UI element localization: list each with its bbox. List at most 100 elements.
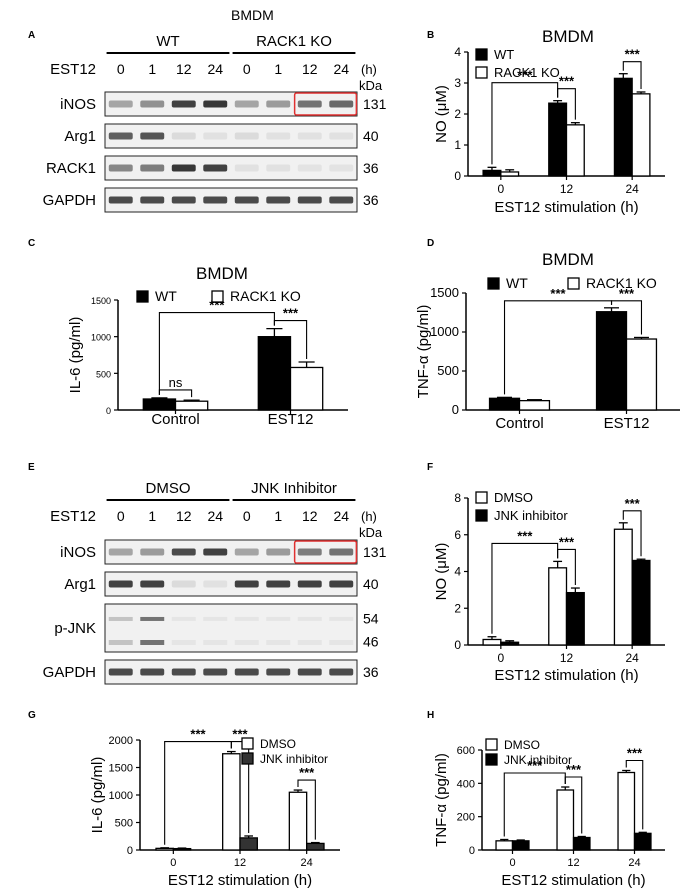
bar-jnk-inhibitor bbox=[172, 847, 192, 851]
chart-title: BMDM bbox=[196, 264, 248, 283]
y-tick-label: 4 bbox=[454, 45, 461, 59]
x-tick-label: 0 bbox=[497, 182, 504, 196]
significance-label: *** bbox=[559, 534, 575, 549]
panel-letter-a: A bbox=[28, 30, 35, 41]
blot-band bbox=[329, 640, 354, 645]
significance-bracket bbox=[297, 779, 316, 840]
blot-band bbox=[203, 196, 228, 204]
legend-label: DMSO bbox=[494, 490, 533, 505]
significance-label: *** bbox=[566, 762, 582, 777]
blot-band bbox=[297, 132, 322, 140]
y-axis-label: TNF-α (pg/ml) bbox=[433, 753, 450, 847]
panel-letter-c: C bbox=[28, 238, 35, 249]
significance-bracket bbox=[503, 300, 613, 395]
significance-label: *** bbox=[299, 765, 315, 780]
blot-band bbox=[329, 548, 354, 556]
panel-letters: A B C D E F G H bbox=[28, 30, 434, 721]
blot-band bbox=[203, 580, 228, 588]
blot-band bbox=[329, 164, 354, 172]
significance-label: *** bbox=[517, 68, 533, 83]
y-tick-label: 2 bbox=[454, 601, 461, 615]
legend-swatch bbox=[475, 48, 488, 61]
blot-band bbox=[203, 100, 228, 108]
y-tick-label: 2 bbox=[454, 107, 461, 121]
y-tick-label: 0 bbox=[454, 169, 461, 183]
y-tick-label: 2000 bbox=[109, 735, 133, 747]
blot-lane-label: 24 bbox=[333, 61, 349, 77]
blot-kda-value: 54 bbox=[363, 610, 379, 626]
y-tick-label: 400 bbox=[457, 778, 475, 790]
panel-letter-e: E bbox=[28, 462, 35, 473]
significance-label: *** bbox=[517, 528, 533, 543]
blot-unit-label: (h) bbox=[361, 509, 377, 524]
significance-bracket bbox=[491, 82, 559, 165]
blot-protein-label: iNOS bbox=[60, 544, 96, 561]
bar-jnk-inhibitor bbox=[633, 832, 652, 851]
legend-label: DMSO bbox=[504, 738, 540, 752]
significance-bracket bbox=[622, 61, 642, 89]
blot-band bbox=[203, 668, 228, 676]
bar-wt bbox=[595, 311, 628, 411]
blot-band bbox=[266, 616, 291, 621]
bar-wt bbox=[488, 397, 521, 411]
panel-letter-d: D bbox=[427, 238, 434, 249]
blot-band bbox=[140, 668, 165, 676]
blot-band bbox=[140, 548, 165, 556]
bar-dmso bbox=[548, 567, 568, 646]
y-tick-label: 1000 bbox=[430, 324, 459, 339]
bar-dmso bbox=[613, 528, 633, 646]
blot-kda-value: 40 bbox=[363, 128, 379, 144]
legend-label: JNK inhibitor bbox=[260, 752, 328, 766]
x-axis-label: EST12 stimulation (h) bbox=[494, 667, 638, 684]
y-tick-label: 0 bbox=[127, 845, 133, 857]
significance-label: *** bbox=[627, 746, 643, 761]
blot-band bbox=[234, 164, 259, 172]
bar-dmso bbox=[482, 638, 502, 646]
legend-label: RACK1 KO bbox=[586, 275, 657, 291]
blot-band bbox=[171, 616, 196, 621]
blot-band bbox=[329, 196, 354, 204]
significance-bracket bbox=[622, 510, 642, 557]
significance-bracket bbox=[158, 312, 275, 395]
legend-label: WT bbox=[506, 275, 528, 291]
bar-dmso bbox=[288, 791, 308, 851]
chart-title: BMDM bbox=[542, 250, 594, 269]
panel-letter-g: G bbox=[28, 710, 36, 721]
legend-swatch bbox=[485, 753, 498, 766]
legend-label: WT bbox=[155, 288, 177, 304]
bar-wt bbox=[142, 398, 177, 411]
blot-band bbox=[108, 132, 133, 140]
significance-label: ns bbox=[169, 375, 183, 390]
y-axis-label: NO (μM) bbox=[433, 85, 450, 143]
x-tick-label: 0 bbox=[497, 651, 504, 665]
x-tick-label: 24 bbox=[628, 857, 640, 869]
significance-bracket bbox=[557, 548, 576, 586]
y-tick-label: 3 bbox=[454, 76, 461, 90]
blot-band bbox=[108, 580, 133, 588]
blot-band bbox=[266, 580, 291, 588]
blot-lane-label: 12 bbox=[176, 508, 192, 524]
blot-band bbox=[108, 100, 133, 108]
blot-band bbox=[266, 132, 291, 140]
blot-band bbox=[329, 616, 354, 621]
blot-lane-label: 1 bbox=[274, 508, 282, 524]
significance-bracket bbox=[491, 542, 559, 634]
blot-highlight-box bbox=[293, 92, 358, 116]
bar-rack1-ko bbox=[500, 171, 520, 177]
panel-a-western-blot: BMDM WT RACK1 KO EST12 0 1 12 24 0 1 12 24 (h)kDa iNO… bbox=[43, 7, 387, 213]
blot-band bbox=[266, 548, 291, 556]
legend-swatch bbox=[475, 509, 488, 522]
blot-kda-label: kDa bbox=[359, 525, 383, 540]
y-axis-label: NO (μM) bbox=[433, 543, 450, 601]
blot-band bbox=[234, 640, 259, 645]
bar-dmso bbox=[155, 847, 174, 851]
blot-lane-label: 1 bbox=[148, 61, 156, 77]
x-tick-label: 12 bbox=[567, 857, 579, 869]
blot-band bbox=[297, 196, 322, 204]
blot-band bbox=[329, 580, 354, 588]
y-tick-label: 0 bbox=[454, 638, 461, 652]
blot-protein-label: Arg1 bbox=[64, 128, 96, 145]
